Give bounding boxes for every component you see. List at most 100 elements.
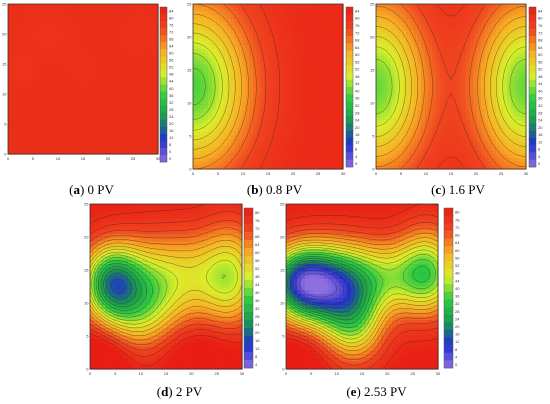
heatmap-cell: [200, 49, 205, 54]
heatmap-cell: [413, 101, 418, 106]
heatmap-cell: [109, 34, 114, 39]
contour-line: [223, 3, 257, 170]
heatmap-cell: [316, 94, 322, 99]
heatmap-cell: [376, 101, 381, 106]
heatmap-cell: [45, 116, 50, 121]
heatmap-cell: [391, 4, 396, 9]
heatmap-cell: [109, 136, 114, 141]
heatmap-cell: [109, 109, 114, 114]
heatmap-cell: [124, 41, 129, 46]
heatmap-cell: [496, 60, 501, 65]
heatmap-cell: [335, 101, 340, 106]
heatmap-cell: [511, 124, 516, 129]
heatmap-cell: [402, 124, 407, 129]
heatmap-cell: [402, 64, 407, 69]
heatmap-cell: [135, 48, 140, 53]
heatmap-cell: [68, 130, 73, 135]
heatmap-cell: [26, 89, 32, 94]
heatmap-cell: [154, 41, 159, 46]
heatmap-cell: [413, 127, 418, 133]
heatmap-cell: [394, 90, 400, 95]
heatmap-cell: [193, 154, 198, 159]
heatmap-cell: [256, 30, 262, 35]
heatmap-cell: [432, 56, 437, 61]
heatmap-cell: [41, 147, 47, 152]
heatmap-cell: [511, 37, 516, 43]
heatmap-cell: [394, 112, 400, 118]
heatmap-cell: [432, 120, 437, 125]
heatmap-cell: [454, 120, 460, 125]
heatmap-cell: [38, 150, 43, 155]
heatmap-cell: [105, 24, 110, 29]
heatmap-cell: [264, 19, 269, 24]
heatmap-cell: [15, 7, 20, 12]
heatmap-cell: [439, 52, 445, 58]
heatmap-cell: [90, 116, 95, 121]
heatmap-cell: [109, 92, 114, 97]
heatmap-cell: [391, 109, 396, 114]
heatmap-cell: [230, 112, 235, 118]
heatmap-cell: [204, 79, 209, 84]
heatmap-cell: [146, 75, 152, 80]
heatmap-cell: [196, 86, 202, 91]
heatmap-cell: [275, 109, 280, 114]
heatmap-cell: [15, 96, 20, 101]
heatmap-cell: [79, 24, 84, 29]
heatmap-cell: [215, 116, 220, 121]
heatmap-cell: [154, 89, 159, 94]
heatmap-cell: [139, 109, 144, 114]
heatmap-cell: [328, 71, 333, 76]
heatmap-cell: [41, 51, 47, 56]
heatmap-cell: [406, 15, 411, 20]
heatmap-cell: [402, 15, 407, 20]
heatmap-cell: [34, 119, 39, 124]
heatmap-cell: [298, 90, 303, 95]
heatmap-cell: [234, 120, 239, 125]
heatmap-cell: [488, 7, 493, 13]
heatmap-cell: [135, 41, 140, 46]
heatmap-cell: [309, 45, 314, 50]
heatmap-cell: [313, 41, 318, 46]
heatmap-cell: [409, 124, 415, 129]
heatmap-cell: [204, 22, 209, 28]
panel-b: 0 5 10 15 20 25 30 0 5 10 15 20 25 84 80 76 72 68 64 60 56 52…: [183, 0, 366, 200]
heatmap-cell: [200, 142, 205, 148]
heatmap-cell: [146, 27, 152, 32]
heatmap-cell: [421, 30, 426, 35]
heatmap-cell: [94, 38, 99, 43]
heatmap-cell: [477, 97, 482, 103]
heatmap-cell: [68, 113, 73, 118]
heatmap-cell: [271, 56, 277, 61]
heatmap-cell: [409, 7, 415, 13]
heatmap-cell: [94, 99, 99, 104]
heatmap-cell: [279, 157, 284, 163]
heatmap-cell: [204, 19, 209, 24]
heatmap-cell: [313, 101, 318, 106]
heatmap-cell: [339, 124, 344, 129]
heatmap-cell: [271, 34, 277, 39]
y-tick-label: 5: [189, 133, 192, 138]
heatmap-cell: [98, 75, 103, 80]
heatmap-cell: [522, 26, 527, 31]
heatmap-cell: [124, 68, 129, 73]
heatmap-cell: [331, 34, 337, 39]
heatmap-cell: [462, 60, 467, 65]
heatmap-cell: [328, 19, 333, 24]
heatmap-cell: [15, 14, 20, 19]
heatmap-cell: [49, 79, 54, 84]
heatmap-cell: [522, 60, 527, 65]
heatmap-cell: [436, 19, 441, 24]
heatmap-cell: [313, 142, 318, 148]
heatmap-cell: [279, 101, 284, 106]
heatmap-cell: [150, 147, 155, 152]
heatmap-cell: [313, 67, 318, 73]
heatmap-cell: [8, 113, 13, 118]
heatmap-cell: [409, 79, 415, 84]
heatmap-cell: [56, 96, 62, 101]
heatmap-cell: [324, 41, 329, 46]
heatmap-cell: [34, 65, 39, 70]
heatmap-cell: [241, 49, 247, 54]
heatmap-cell: [83, 24, 88, 29]
heatmap-cell: [86, 140, 92, 145]
heatmap-cell: [409, 71, 415, 76]
